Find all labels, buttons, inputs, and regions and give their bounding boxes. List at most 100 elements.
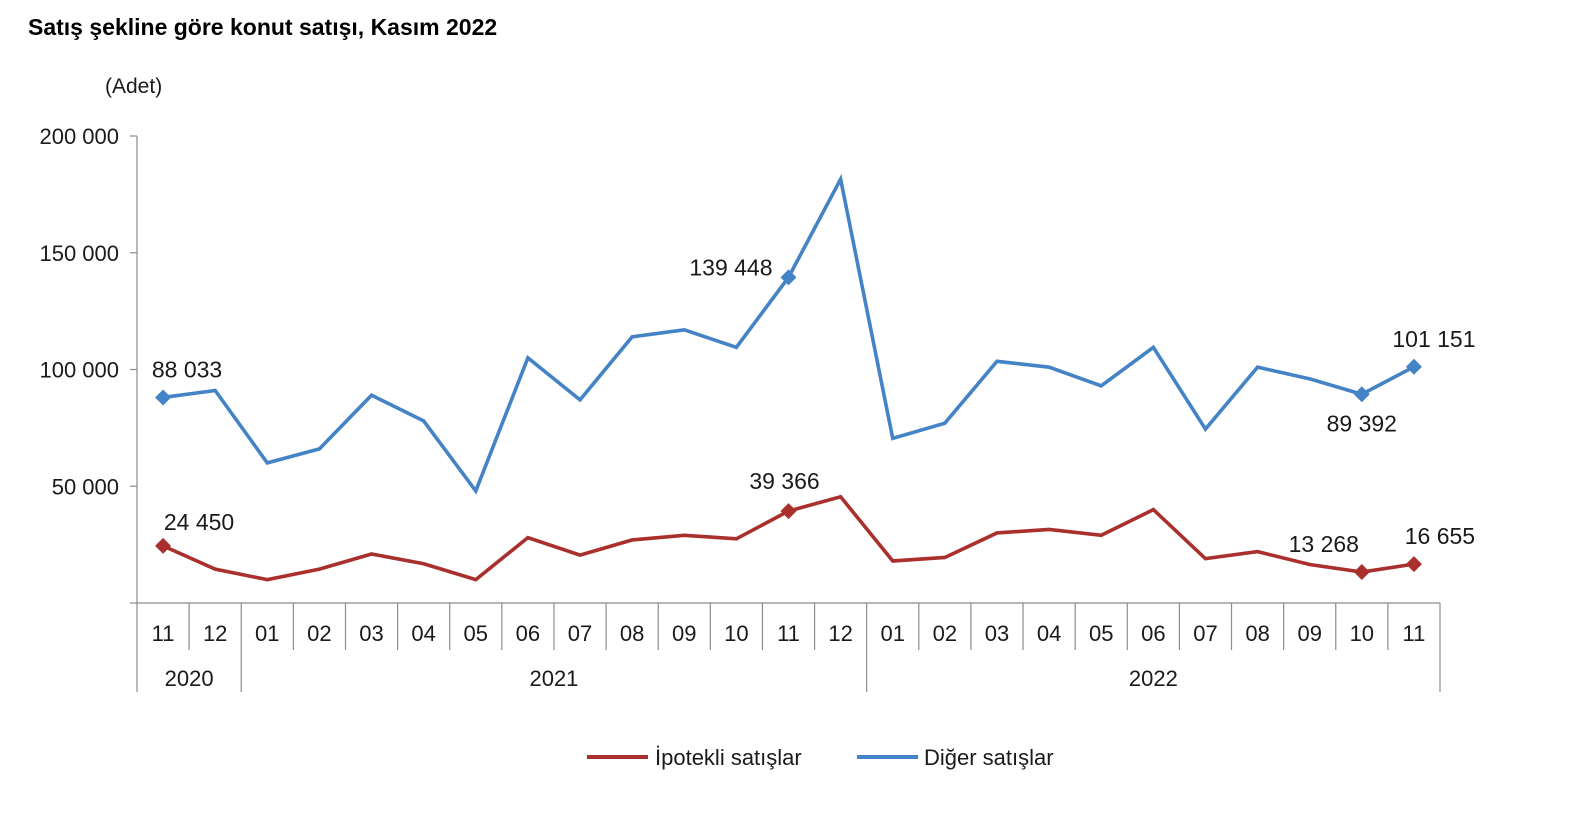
data-point (1308, 377, 1312, 381)
y-tick-label: 50 000 (52, 474, 119, 499)
data-label: 139 448 (689, 254, 772, 280)
data-point-marker (155, 389, 172, 406)
data-point (422, 562, 426, 566)
data-point (1255, 365, 1260, 369)
y-tick-label: 150 000 (39, 241, 119, 266)
data-point (578, 398, 582, 402)
data-point (682, 533, 686, 537)
x-tick-label: 12 (828, 621, 852, 646)
x-tick-label: 10 (1350, 621, 1374, 646)
x-tick-label: 12 (203, 621, 227, 646)
data-point (839, 177, 843, 181)
y-tick-label: 100 000 (39, 358, 119, 383)
series-line-diger (162, 173, 1415, 495)
data-point (734, 345, 738, 349)
data-point (1203, 427, 1208, 431)
chart-title: Satış şekline göre konut satışı, Kasım 2… (28, 14, 498, 40)
data-point (1203, 557, 1208, 561)
x-tick-label: 01 (255, 621, 279, 646)
y-tick-label: 200 000 (39, 124, 119, 149)
data-point (734, 537, 738, 541)
data-point (213, 567, 217, 571)
data-point (1047, 527, 1051, 532)
x-tick-label: 02 (933, 621, 957, 646)
data-point (526, 536, 530, 540)
chart-series (155, 173, 1422, 582)
data-point-marker (1353, 564, 1370, 581)
data-point (1099, 533, 1103, 537)
data-point (995, 531, 999, 535)
x-tick-label: 03 (985, 621, 1009, 646)
x-tick-label: 06 (1141, 621, 1165, 646)
data-point (1047, 365, 1051, 369)
x-tick-label: 10 (724, 621, 748, 646)
data-point (213, 388, 217, 393)
data-point (630, 538, 634, 542)
data-point (995, 359, 999, 363)
data-point-marker (1405, 358, 1422, 375)
data-point (1308, 562, 1312, 567)
x-tick-label: 11 (777, 621, 800, 646)
x-tick-label: 04 (411, 621, 435, 646)
data-point (630, 335, 634, 339)
x-tick-label: 03 (359, 621, 383, 646)
data-point (369, 393, 374, 397)
data-point-marker (780, 503, 797, 520)
x-year-label: 2021 (529, 666, 578, 691)
x-tick-label: 11 (152, 621, 175, 646)
data-label: 24 450 (164, 509, 234, 535)
x-tick-label: 01 (880, 621, 904, 646)
data-label: 13 268 (1289, 531, 1359, 557)
data-label: 88 033 (152, 356, 222, 382)
data-point (839, 495, 843, 499)
data-label: 16 655 (1405, 523, 1475, 549)
x-tick-label: 05 (1089, 621, 1113, 646)
data-point (1099, 384, 1103, 388)
chart-legend: İpotekli satışlar Diğer satışlar (587, 745, 1054, 770)
data-point (1151, 345, 1155, 349)
x-tick-label: 02 (307, 621, 331, 646)
chart-point-labels: 24 450 39 366 13 268 16 655 88 033 139 448 89 … (152, 254, 1476, 557)
x-tick-label: 07 (1193, 621, 1217, 646)
data-point (1151, 508, 1155, 512)
data-point (578, 553, 582, 557)
x-tick-label: 09 (672, 621, 696, 646)
data-point-marker (155, 537, 172, 554)
data-point (1255, 550, 1260, 554)
data-point (891, 436, 895, 440)
x-tick-label: 09 (1297, 621, 1321, 646)
x-tick-label: 05 (464, 621, 488, 646)
y-axis-unit-label: (Adet) (105, 75, 162, 98)
x-tick-label: 04 (1037, 621, 1061, 646)
x-tick-label: 06 (516, 621, 540, 646)
x-year-label: 2020 (165, 666, 214, 691)
x-tick-label: 08 (1245, 621, 1269, 646)
data-point (317, 567, 322, 571)
x-tick-label: 07 (568, 621, 592, 646)
data-label: 89 392 (1327, 410, 1397, 436)
data-point (474, 578, 478, 582)
data-label: 101 151 (1392, 326, 1475, 352)
data-point (682, 328, 686, 332)
data-point (943, 555, 947, 560)
legend-label: Diğer satışlar (924, 745, 1054, 770)
data-point (265, 578, 269, 582)
data-point (265, 461, 269, 465)
legend-label: İpotekli satışlar (655, 745, 802, 770)
x-tick-label: 11 (1403, 621, 1426, 646)
data-point-marker (1353, 386, 1370, 403)
data-point (369, 552, 374, 556)
x-tick-label: 08 (620, 621, 644, 646)
x-year-label: 2022 (1129, 666, 1178, 691)
data-point (422, 419, 426, 423)
data-label: 39 366 (749, 468, 819, 494)
data-point (317, 447, 322, 451)
data-point (891, 559, 895, 563)
data-point (526, 356, 530, 360)
data-point (474, 489, 478, 493)
data-point-marker (780, 269, 797, 286)
chart-axes: 50 000 100 000 150 000 200 000 (Adet) 11 12 01 0… (39, 75, 1441, 692)
data-point (943, 421, 947, 425)
data-point-marker (1405, 556, 1422, 573)
